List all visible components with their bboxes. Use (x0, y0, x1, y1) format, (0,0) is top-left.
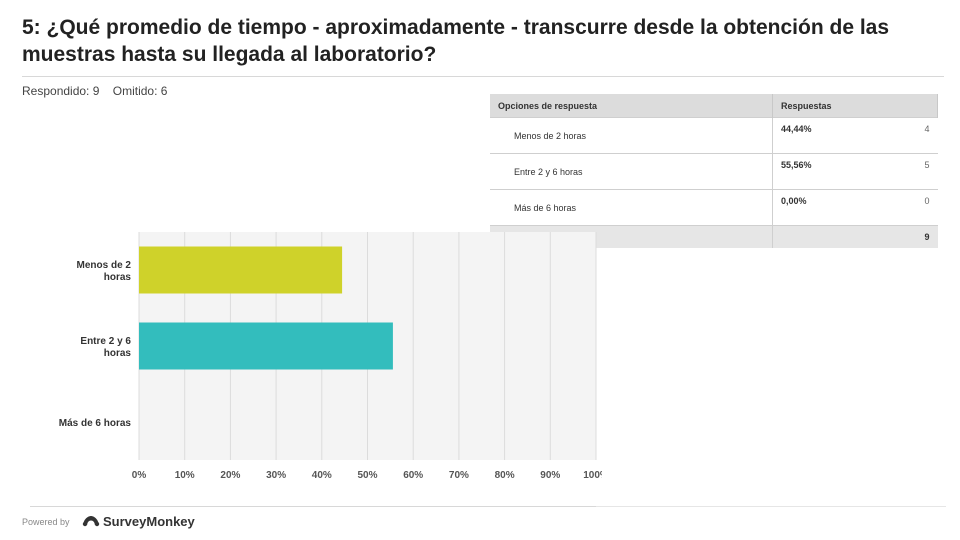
surveymonkey-logo: SurveyMonkey (82, 511, 195, 531)
table-row: Entre 2 y 6 horas 55,56% 5 (490, 153, 938, 190)
x-tick-label: 30% (266, 470, 286, 481)
option-label: Entre 2 y 6 horas (490, 153, 773, 190)
x-tick-label: 50% (357, 470, 377, 481)
answered-count: Respondido: 9 (22, 84, 100, 98)
bar (139, 322, 393, 370)
powered-by-label: Powered by (22, 517, 70, 527)
bar (139, 246, 343, 294)
option-label: Menos de 2 horas (490, 117, 773, 154)
x-tick-label: 100% (583, 470, 602, 481)
response-summary: Respondido: 9 Omitido: 6 (22, 84, 177, 98)
title-divider (22, 76, 944, 77)
header-options: Opciones de respuesta (490, 94, 773, 118)
x-tick-label: 0% (132, 470, 147, 481)
x-tick-label: 40% (312, 470, 332, 481)
skipped-count: Omitido: 6 (112, 84, 168, 98)
x-tick-label: 90% (540, 470, 560, 481)
table-row: Más de 6 horas 0,00% 0 (490, 189, 938, 226)
bar-chart: 0% 10% 20% 30% 40% 50% 60% 70% 80% 90% 100% Menos d… (59, 232, 602, 481)
category-label: Entre 2 y 6 horas (80, 336, 131, 359)
option-label: Más de 6 horas (490, 189, 773, 226)
table-row: Menos de 2 horas 44,44% 4 (490, 117, 938, 154)
option-count: 4 (896, 117, 938, 154)
footer-divider-right (596, 506, 946, 507)
option-count: 0 (896, 189, 938, 226)
option-percent: 0,00% (772, 189, 897, 226)
x-tick-label: 10% (175, 470, 195, 481)
footer-divider (30, 506, 596, 507)
option-count: 5 (896, 153, 938, 190)
brand-name: SurveyMonkey (103, 513, 195, 529)
header-responses: Respuestas (772, 94, 938, 118)
x-tick-label: 80% (495, 470, 515, 481)
monkey-icon (82, 516, 100, 527)
option-percent: 55,56% (772, 153, 897, 190)
category-label: Menos de 2 horas (77, 260, 132, 283)
x-tick-label: 70% (449, 470, 469, 481)
category-label: Más de 6 horas (59, 418, 132, 429)
x-tick-label: 60% (403, 470, 423, 481)
table-header-row: Opciones de respuesta Respuestas (490, 94, 938, 118)
total-count: 9 (896, 225, 938, 248)
responses-table: Opciones de respuesta Respuestas Menos d… (490, 94, 938, 248)
question-title: 5: ¿Qué promedio de tiempo - aproximadam… (22, 16, 890, 66)
x-tick-label: 20% (220, 470, 240, 481)
option-percent: 44,44% (772, 117, 897, 154)
